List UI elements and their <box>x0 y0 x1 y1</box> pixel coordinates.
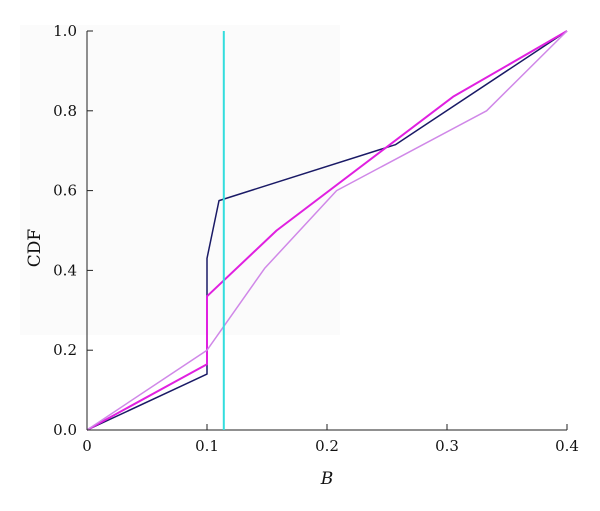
x-tick-label: 0.4 <box>555 437 579 455</box>
plot-shade <box>20 25 340 335</box>
y-tick-label: 0.6 <box>53 182 77 200</box>
plot-background <box>20 25 340 335</box>
x-tick-label: 0.2 <box>315 437 339 455</box>
x-tick-label: 0.1 <box>195 437 219 455</box>
x-axis-label: B <box>320 469 334 489</box>
series-line-3 <box>86 30 568 431</box>
y-tick-label: 0.8 <box>53 102 77 120</box>
series-line-1 <box>86 30 568 431</box>
x-tick-label: 0.3 <box>435 437 459 455</box>
y-axis-label: CDF <box>25 229 45 268</box>
y-tick-label: 0.4 <box>53 261 77 279</box>
y-tick-label: 1.0 <box>53 22 77 40</box>
y-tick-label: 0.2 <box>53 341 77 359</box>
ticks: 0 0.1 0.2 0.3 0.4 0.0 0.2 0.4 0.6 0.8 1.0 <box>53 22 579 455</box>
series-line-2 <box>86 30 568 431</box>
x-tick-label: 0 <box>82 437 92 455</box>
y-tick-label: 0.0 <box>53 421 77 439</box>
series-layer <box>86 30 568 431</box>
